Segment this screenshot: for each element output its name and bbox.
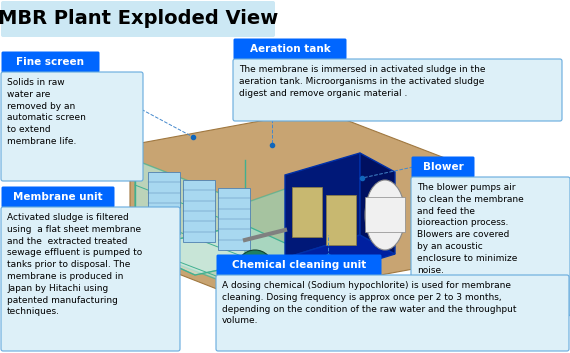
- FancyBboxPatch shape: [217, 255, 381, 275]
- Polygon shape: [130, 110, 450, 300]
- Text: Blower: Blower: [422, 162, 463, 172]
- Text: MBR Plant Exploded View: MBR Plant Exploded View: [0, 10, 278, 29]
- Bar: [292, 187, 322, 237]
- FancyBboxPatch shape: [233, 59, 562, 121]
- Text: A dosing chemical (Sodium hypochlorite) is used for membrane
cleaning. Dosing fr: A dosing chemical (Sodium hypochlorite) …: [222, 281, 516, 325]
- Text: Fine screen: Fine screen: [17, 57, 84, 67]
- Text: Activated sludge is filtered
using  a flat sheet membrane
and the  extracted tre: Activated sludge is filtered using a fla…: [7, 213, 142, 316]
- Text: Solids in raw
water are
removed by an
automatic screen
to extend
membrane life.: Solids in raw water are removed by an au…: [7, 78, 86, 146]
- FancyBboxPatch shape: [1, 72, 143, 181]
- Bar: [148, 172, 180, 234]
- FancyBboxPatch shape: [412, 156, 474, 178]
- Text: Aeration tank: Aeration tank: [250, 44, 331, 54]
- Polygon shape: [245, 182, 305, 290]
- Ellipse shape: [365, 180, 405, 250]
- Polygon shape: [135, 160, 245, 290]
- FancyBboxPatch shape: [411, 177, 570, 316]
- Polygon shape: [285, 235, 395, 277]
- Bar: [183, 180, 215, 242]
- FancyBboxPatch shape: [2, 186, 115, 208]
- Polygon shape: [135, 225, 305, 275]
- Polygon shape: [285, 153, 360, 258]
- FancyBboxPatch shape: [1, 1, 275, 37]
- Polygon shape: [360, 153, 395, 254]
- FancyBboxPatch shape: [234, 38, 347, 60]
- Bar: [326, 195, 356, 245]
- Text: The blower pumps air
to clean the membrane
and feed the
bioreaction process.
Blo: The blower pumps air to clean the membra…: [417, 183, 524, 275]
- Circle shape: [237, 250, 273, 286]
- Text: The membrane is immersed in activated sludge in the
aeration tank. Microorganism: The membrane is immersed in activated sl…: [239, 65, 486, 97]
- FancyBboxPatch shape: [216, 275, 569, 351]
- Bar: [218, 188, 250, 250]
- Text: Membrane unit: Membrane unit: [13, 192, 103, 202]
- Bar: [365, 197, 405, 232]
- FancyBboxPatch shape: [1, 207, 180, 351]
- Text: Chemical cleaning unit: Chemical cleaning unit: [232, 260, 366, 270]
- FancyBboxPatch shape: [2, 52, 100, 72]
